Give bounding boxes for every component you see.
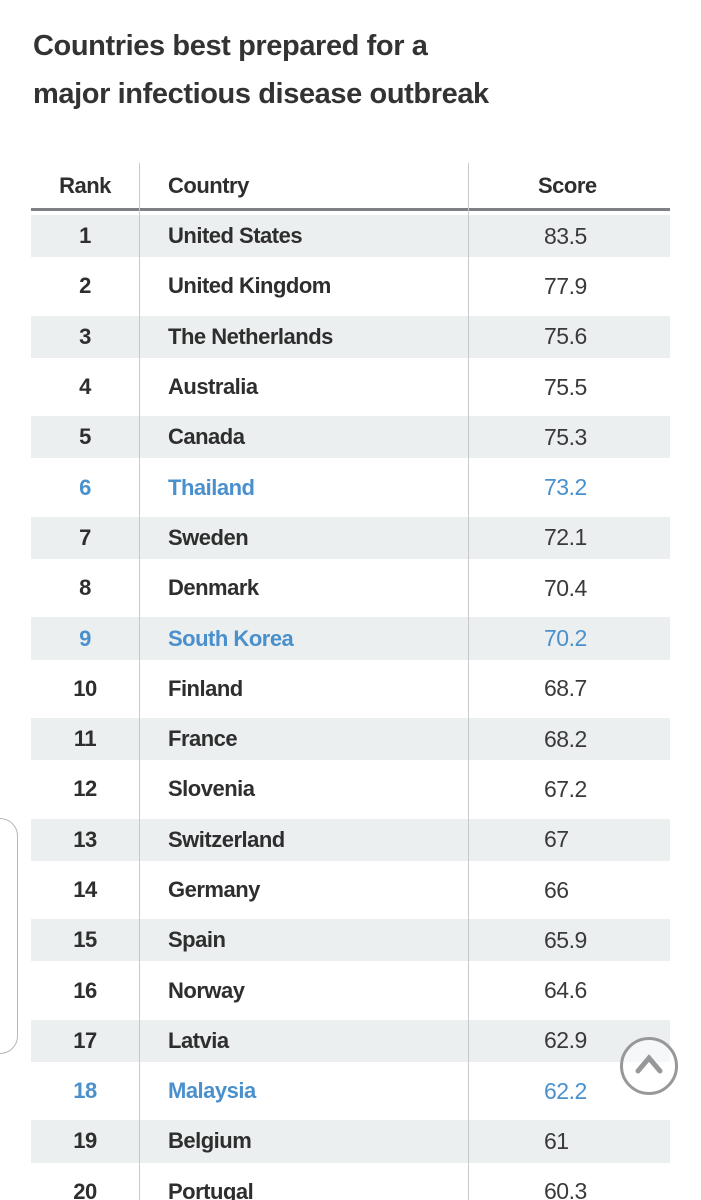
header-rule [31, 208, 670, 211]
table-row: 18 Malaysia 62.2 [31, 1066, 670, 1117]
rank-cell: 14 [73, 877, 97, 902]
rank-cell: 12 [73, 776, 97, 802]
country-cell: France [168, 726, 238, 752]
score-cell: 75.6 [544, 323, 587, 350]
score-cell: 70.4 [544, 574, 587, 601]
score-cell: 67 [544, 826, 569, 853]
rank-cell: 9 [79, 625, 91, 651]
page-title: Countries best prepared for a major infe… [33, 22, 663, 118]
column-divider-country-score [468, 163, 469, 1200]
table-row: 17 Latvia 62.9 [31, 1015, 670, 1067]
score-cell: 83.5 [544, 222, 587, 249]
table-row: 10 Finland 68.7 [31, 663, 670, 714]
table-row: 8 Denmark 70.4 [31, 563, 670, 614]
country-cell: Sweden [168, 524, 249, 550]
table-row: 13 Switzerland 67 [31, 814, 670, 865]
country-cell: Slovenia [168, 776, 255, 802]
score-cell: 67.2 [544, 775, 587, 802]
country-cell: United States [168, 223, 303, 249]
table-row: 7 Sweden 72.1 [31, 512, 670, 564]
rank-cell: 3 [79, 323, 91, 349]
country-cell: Spain [168, 927, 226, 953]
chevron-up-icon [635, 1054, 663, 1074]
page-title-line1: Countries best prepared for a [33, 30, 428, 62]
column-header-country: Country [168, 172, 249, 198]
country-cell: Belgium [168, 1128, 252, 1154]
score-cell: 62.9 [544, 1027, 587, 1054]
score-cell: 75.3 [544, 423, 587, 450]
table-row: 1 United States 83.5 [31, 211, 670, 262]
rank-cell: 4 [79, 374, 91, 400]
rank-cell: 11 [73, 726, 97, 752]
rank-cell: 17 [73, 1027, 97, 1053]
score-cell: 70.2 [544, 625, 587, 652]
country-cell: Australia [168, 374, 258, 400]
table-header-row: Rank Country Score [31, 163, 670, 208]
rank-cell: 13 [73, 826, 97, 852]
ranking-table: Rank Country Score 1 United States 83.5 … [31, 163, 670, 1200]
column-header-score: Score [538, 172, 597, 198]
score-cell: 62.2 [544, 1077, 587, 1104]
score-cell: 68.7 [544, 675, 587, 702]
rank-cell: 1 [79, 223, 91, 249]
rank-cell: 5 [79, 424, 91, 450]
table-row: 2 United Kingdom 77.9 [31, 261, 670, 312]
rank-cell: 8 [79, 575, 91, 601]
table-row: 5 Canada 75.3 [31, 412, 670, 463]
score-cell: 72.1 [544, 524, 587, 551]
score-cell: 75.5 [544, 373, 587, 400]
table-row: 16 Norway 64.6 [31, 965, 670, 1016]
country-cell: Latvia [168, 1027, 229, 1053]
table-row: 20 Portugal 60.3 [31, 1166, 670, 1200]
rank-cell: 15 [73, 927, 97, 953]
country-cell: Denmark [168, 575, 259, 601]
column-divider-rank-country [139, 163, 140, 1200]
score-cell: 61 [544, 1127, 569, 1154]
page-title-line2: major infectious disease outbreak [33, 78, 489, 110]
table-row: 9 South Korea 70.2 [31, 613, 670, 664]
rank-cell: 7 [79, 524, 91, 550]
country-cell: Thailand [168, 474, 255, 500]
table-row: 14 Germany 66 [31, 864, 670, 916]
country-cell: Portugal [168, 1178, 254, 1200]
country-cell: Finland [168, 675, 243, 701]
country-cell: South Korea [168, 625, 294, 651]
rank-cell: 20 [73, 1178, 97, 1200]
table-row: 4 Australia 75.5 [31, 361, 670, 413]
score-cell: 68.2 [544, 725, 587, 752]
score-cell: 77.9 [544, 272, 587, 299]
score-cell: 65.9 [544, 926, 587, 953]
table-row: 11 France 68.2 [31, 713, 670, 765]
table-row: 6 Thailand 73.2 [31, 462, 670, 513]
score-cell: 60.3 [544, 1178, 587, 1200]
table-row: 19 Belgium 61 [31, 1116, 670, 1167]
offscreen-edge-card [0, 818, 18, 1054]
rank-cell: 18 [73, 1078, 97, 1104]
score-cell: 64.6 [544, 977, 587, 1004]
country-cell: United Kingdom [168, 273, 331, 299]
rank-cell: 16 [73, 977, 97, 1003]
score-cell: 73.2 [544, 474, 587, 501]
score-cell: 66 [544, 876, 569, 903]
country-cell: Switzerland [168, 826, 285, 852]
table-row: 3 The Netherlands 75.6 [31, 311, 670, 362]
country-cell: The Netherlands [168, 323, 333, 349]
rank-cell: 10 [73, 675, 97, 701]
rank-cell: 19 [73, 1128, 97, 1154]
country-cell: Norway [168, 977, 245, 1003]
rank-cell: 2 [79, 273, 91, 299]
table-body: 1 United States 83.5 2 United Kingdom 77… [31, 211, 670, 1200]
table-row: 12 Slovenia 67.2 [31, 764, 670, 815]
scroll-to-top-button[interactable] [620, 1037, 678, 1095]
column-header-rank: Rank [59, 172, 111, 198]
country-cell: Malaysia [168, 1078, 256, 1104]
table-row: 15 Spain 65.9 [31, 915, 670, 966]
country-cell: Germany [168, 877, 260, 902]
rank-cell: 6 [79, 474, 91, 500]
country-cell: Canada [168, 424, 245, 450]
